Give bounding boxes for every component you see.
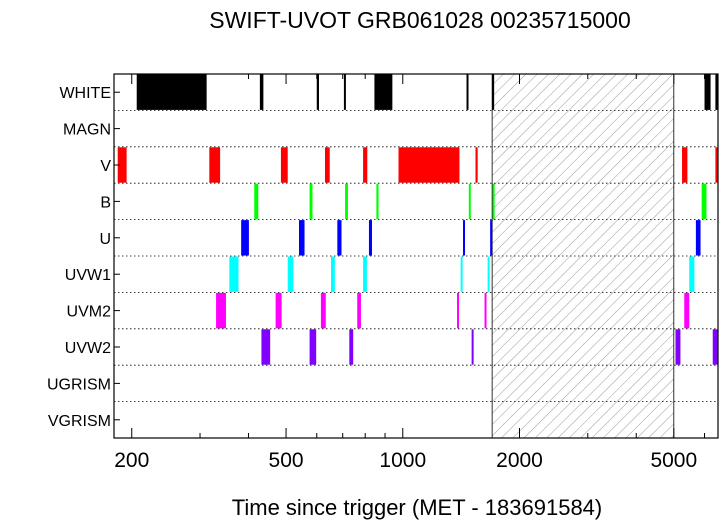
- filter-label: MAGN: [63, 122, 111, 139]
- exposure-bar-white: [259, 74, 264, 110]
- plot-frame: [113, 73, 719, 439]
- exposure-bar-white: [136, 74, 207, 110]
- x-tick-label: 5000: [650, 449, 697, 472]
- exposure-bar-uvm2: [357, 292, 361, 329]
- exposure-bar-b: [309, 183, 313, 220]
- exposure-bar-white: [466, 74, 469, 110]
- x-tick-label: 500: [269, 449, 304, 472]
- exposure-bar-b: [254, 183, 259, 220]
- exposure-bar-v: [398, 147, 460, 183]
- x-tick-label: 200: [114, 449, 149, 472]
- exposure-bar-b: [492, 183, 495, 220]
- exposure-bar-white: [715, 74, 718, 110]
- exposure-bar-b: [345, 183, 348, 220]
- exposure-bar-u: [241, 220, 249, 256]
- filter-label: UGRISM: [47, 376, 111, 393]
- exposure-bar-v: [475, 147, 478, 183]
- filter-label: UVM2: [67, 304, 112, 321]
- exposure-bar-uvw1: [287, 256, 294, 292]
- x-tick-label: 1000: [379, 449, 426, 472]
- exposure-bar-white: [374, 74, 393, 110]
- exposure-bar-u: [337, 220, 342, 256]
- filter-labels: WHITE MAGN V B U UVW1 UVM2 UVW2 UGRISM VGRISM: [47, 85, 111, 430]
- exposure-bar-uvw1: [487, 256, 490, 292]
- exposure-bar-b: [701, 183, 707, 220]
- plot-area: [114, 74, 718, 438]
- exposure-bar-uvm2: [457, 292, 460, 329]
- filter-label: UVW2: [65, 340, 111, 357]
- exposure-bar-uvm2: [484, 292, 487, 329]
- exposure-bar-uvm2: [216, 292, 226, 329]
- exposure-bar-white: [343, 74, 346, 110]
- exposure-bar-u: [695, 220, 701, 256]
- exposure-bar-uvm2: [275, 292, 282, 329]
- exposure-bar-u: [490, 220, 493, 256]
- exposure-bar-white: [704, 74, 711, 110]
- exposure-bar-v: [324, 147, 330, 183]
- exposure-bar-v: [117, 147, 127, 183]
- chart-title: SWIFT-UVOT GRB061028 00235715000: [209, 7, 630, 33]
- exposure-bar-uvw2: [712, 329, 718, 365]
- exposure-bar-uvw1: [460, 256, 463, 292]
- exposure-bar-uvm2: [684, 292, 690, 329]
- filter-label: V: [100, 158, 111, 175]
- exposure-bar-uvm2: [320, 292, 326, 329]
- exposure-bar-v: [363, 147, 368, 183]
- exposure-bar-uvw1: [229, 256, 239, 292]
- exposure-bar-v: [209, 147, 221, 183]
- exposure-bar-uvw1: [689, 256, 695, 292]
- exposure-bar-uvw1: [363, 256, 367, 292]
- exposure-bar-uvw2: [261, 329, 271, 365]
- filter-label: WHITE: [59, 85, 111, 102]
- filter-label: UVW1: [65, 267, 111, 284]
- exposure-bar-v: [682, 147, 688, 183]
- filter-label: U: [99, 231, 111, 248]
- exposure-bar-uvw2: [675, 329, 681, 365]
- x-tick-label: 2000: [496, 449, 543, 472]
- exposure-bar-white: [316, 74, 319, 110]
- exposure-bar-u: [368, 220, 373, 256]
- exposure-bar-v: [715, 147, 718, 183]
- exposure-bar-white: [492, 74, 495, 110]
- exposure-bar-u: [299, 220, 305, 256]
- x-axis-label: Time since trigger (MET - 183691584): [232, 495, 603, 520]
- exposure-bar-b: [376, 183, 379, 220]
- exposure-bar-uvw2: [471, 329, 474, 365]
- exposure-bar-u: [463, 220, 466, 256]
- filter-label: B: [100, 194, 111, 211]
- x-axis-ticks: 200 500 1000 2000 5000: [114, 74, 706, 472]
- exposure-bar-uvw2: [309, 329, 317, 365]
- exposure-bar-uvw2: [349, 329, 354, 365]
- exposure-bar-uvw1: [331, 256, 335, 292]
- exposure-bar-b: [468, 183, 471, 220]
- exposure-bar-v: [280, 147, 288, 183]
- filter-label: VGRISM: [48, 413, 111, 430]
